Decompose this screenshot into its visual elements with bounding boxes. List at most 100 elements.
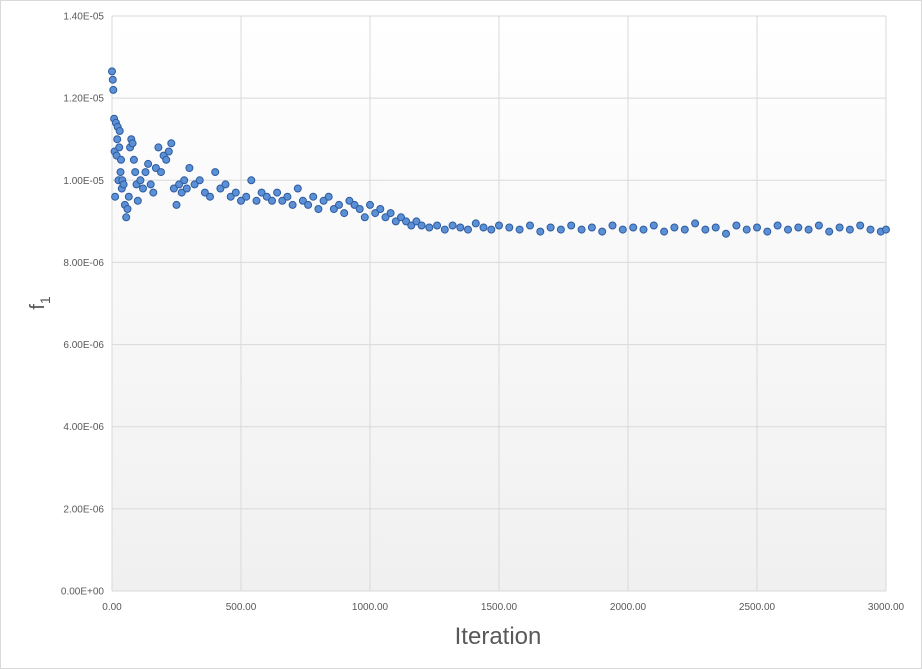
data-point — [639, 225, 648, 234]
data-points — [108, 67, 890, 238]
data-point — [386, 209, 395, 218]
data-point — [536, 227, 545, 236]
data-point — [814, 221, 823, 230]
data-point — [397, 213, 405, 222]
data-point — [119, 180, 128, 189]
data-point — [172, 200, 181, 209]
data-point — [753, 223, 761, 232]
data-point — [185, 164, 194, 172]
x-tick-label: 3000.00 — [868, 602, 905, 613]
y-tick-label: 8.00E-06 — [63, 258, 104, 269]
data-point — [162, 155, 171, 164]
data-point — [773, 221, 782, 230]
data-point — [324, 192, 333, 201]
data-point — [567, 221, 576, 230]
y-axis-ticks: 0.00E+00 2.00E-06 4.00E-06 6.00E-06 8.00E-06… — [61, 12, 105, 598]
data-point — [180, 176, 189, 185]
data-point — [319, 196, 328, 205]
data-point — [190, 180, 199, 189]
data-point — [226, 192, 235, 201]
data-point — [660, 227, 669, 236]
data-point — [425, 223, 434, 232]
y-tick-label: 6.00E-06 — [63, 340, 104, 351]
data-point — [618, 225, 627, 234]
data-point — [211, 168, 220, 177]
data-point — [804, 225, 813, 234]
data-point — [122, 213, 131, 222]
data-point — [546, 223, 555, 232]
data-point — [355, 205, 364, 213]
data-point — [350, 200, 359, 209]
data-point — [587, 223, 596, 232]
data-point — [309, 192, 318, 201]
data-point — [856, 221, 865, 230]
data-point — [252, 196, 261, 205]
data-point — [123, 205, 132, 213]
data-point — [268, 196, 276, 205]
data-point — [195, 176, 204, 185]
data-point — [471, 219, 480, 228]
x-axis-ticks: 0.00 500.00 1000.00 1500.00 2000.00 2500.00 30… — [102, 602, 904, 613]
y-tick-label: 4.00E-06 — [63, 422, 104, 433]
data-point — [237, 196, 245, 205]
data-point — [108, 67, 116, 76]
data-point — [402, 217, 411, 226]
data-point — [200, 188, 209, 197]
data-point — [141, 168, 150, 177]
data-point — [407, 221, 416, 230]
data-point — [345, 196, 354, 205]
data-point — [164, 147, 173, 156]
data-point — [304, 200, 313, 209]
data-point — [479, 223, 488, 232]
data-point — [371, 209, 380, 218]
data-point — [231, 188, 240, 197]
data-point — [825, 227, 834, 236]
data-point — [433, 221, 442, 230]
data-point — [115, 127, 124, 135]
data-point — [515, 225, 524, 234]
data-point — [293, 184, 302, 193]
data-point — [115, 143, 124, 152]
y-tick-label: 1.40E-05 — [63, 12, 104, 23]
data-point — [146, 180, 155, 189]
data-point — [680, 225, 689, 234]
y-tick-label: 1.20E-05 — [63, 94, 104, 105]
data-point — [464, 225, 472, 234]
data-point — [111, 192, 120, 201]
data-point — [366, 200, 374, 209]
data-point — [109, 85, 118, 94]
data-point — [866, 225, 875, 234]
data-point — [487, 225, 496, 234]
data-point — [108, 75, 117, 84]
x-tick-label: 500.00 — [226, 602, 257, 613]
data-point — [417, 221, 426, 230]
data-point — [360, 213, 369, 222]
data-point — [175, 180, 184, 189]
data-point — [722, 229, 730, 238]
data-point — [177, 188, 186, 197]
y-tick-label: 1.00E-05 — [63, 176, 104, 187]
data-point — [117, 155, 125, 164]
data-point — [670, 223, 679, 232]
data-point — [149, 188, 158, 197]
grid-lines — [111, 15, 887, 592]
data-point — [182, 184, 191, 193]
data-point — [448, 221, 457, 230]
data-point — [262, 192, 271, 201]
data-point — [169, 184, 178, 193]
data-point — [329, 205, 338, 213]
data-point — [157, 168, 165, 177]
data-point — [298, 196, 307, 205]
data-point — [128, 139, 137, 148]
data-point — [845, 225, 854, 234]
data-point — [794, 223, 803, 232]
data-point — [206, 192, 214, 201]
data-point — [526, 221, 534, 230]
data-point — [154, 143, 163, 152]
data-point — [221, 180, 230, 189]
data-point — [701, 225, 710, 234]
data-point — [649, 221, 658, 230]
data-point — [391, 217, 400, 226]
data-point — [732, 221, 741, 230]
data-point — [242, 192, 251, 201]
